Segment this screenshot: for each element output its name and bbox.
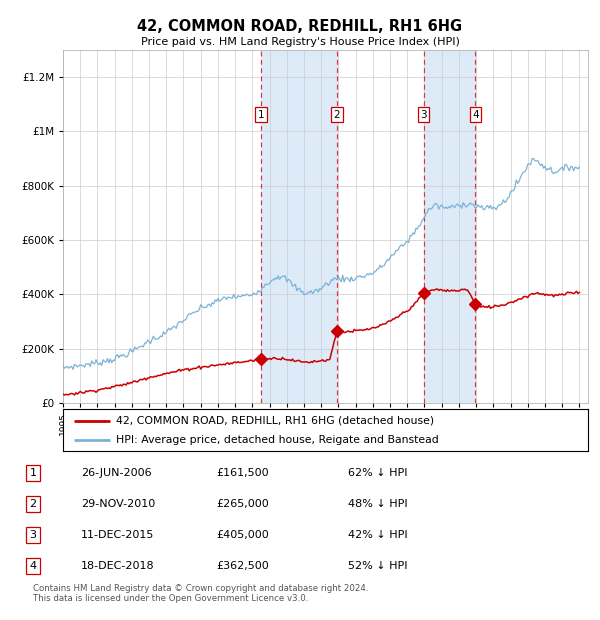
Text: 4: 4 — [29, 561, 37, 571]
Text: 42, COMMON ROAD, REDHILL, RH1 6HG: 42, COMMON ROAD, REDHILL, RH1 6HG — [137, 19, 463, 33]
Text: 1: 1 — [257, 110, 264, 120]
Text: 11-DEC-2015: 11-DEC-2015 — [81, 530, 154, 540]
Text: £265,000: £265,000 — [216, 499, 269, 509]
Text: £405,000: £405,000 — [216, 530, 269, 540]
Text: 42, COMMON ROAD, REDHILL, RH1 6HG (detached house): 42, COMMON ROAD, REDHILL, RH1 6HG (detac… — [115, 415, 434, 425]
Bar — [424, 50, 475, 403]
Text: 1: 1 — [29, 468, 37, 478]
Text: Contains HM Land Registry data © Crown copyright and database right 2024.
This d: Contains HM Land Registry data © Crown c… — [33, 584, 368, 603]
Text: 29-NOV-2010: 29-NOV-2010 — [81, 499, 155, 509]
Text: 2: 2 — [334, 110, 340, 120]
Bar — [260, 50, 337, 403]
Text: 52% ↓ HPI: 52% ↓ HPI — [348, 561, 407, 571]
Text: 26-JUN-2006: 26-JUN-2006 — [81, 468, 152, 478]
Text: 48% ↓ HPI: 48% ↓ HPI — [348, 499, 407, 509]
Text: £362,500: £362,500 — [216, 561, 269, 571]
Text: Price paid vs. HM Land Registry's House Price Index (HPI): Price paid vs. HM Land Registry's House … — [140, 37, 460, 47]
Text: HPI: Average price, detached house, Reigate and Banstead: HPI: Average price, detached house, Reig… — [115, 435, 438, 445]
Text: 3: 3 — [29, 530, 37, 540]
Text: 2: 2 — [29, 499, 37, 509]
Text: 62% ↓ HPI: 62% ↓ HPI — [348, 468, 407, 478]
Text: £161,500: £161,500 — [216, 468, 269, 478]
Text: 4: 4 — [472, 110, 479, 120]
Text: 18-DEC-2018: 18-DEC-2018 — [81, 561, 155, 571]
Text: 3: 3 — [420, 110, 427, 120]
Text: 42% ↓ HPI: 42% ↓ HPI — [348, 530, 407, 540]
